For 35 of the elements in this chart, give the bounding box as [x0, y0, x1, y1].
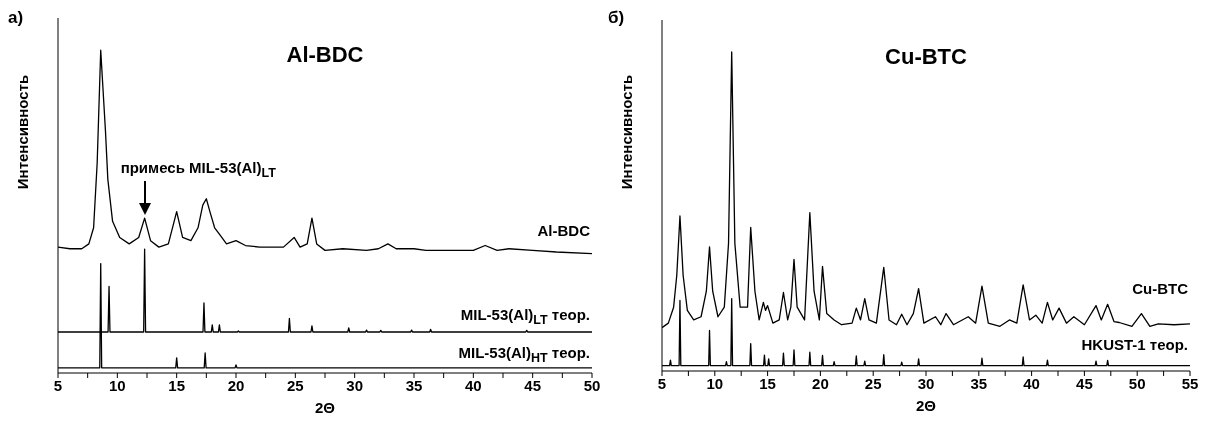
- series-label: Al-BDC: [537, 221, 590, 239]
- x-tick-label: 15: [168, 376, 186, 394]
- x-tick-label: 5: [657, 374, 667, 392]
- x-tick-label: 25: [286, 376, 304, 394]
- x-tick-label: 35: [405, 376, 423, 394]
- chart-title: Al-BDC: [285, 42, 365, 68]
- x-axis-title: 2Θ: [314, 399, 336, 416]
- series-label: Cu-BTC: [1132, 280, 1188, 298]
- x-tick-label: 10: [108, 376, 126, 394]
- x-tick-label: 40: [464, 376, 482, 394]
- x-tick-label: 50: [583, 376, 601, 394]
- chart-title: Cu-BTC: [884, 44, 968, 70]
- x-tick-label: 15: [759, 374, 776, 392]
- series-label: MIL-53(Al)$_{HT}$ теор.: [458, 343, 590, 365]
- x-tick-label: 5: [53, 376, 63, 394]
- series-label: MIL-53(Al)$_{LT}$ теор.: [460, 306, 590, 328]
- y-axis-title: Интенсивность: [13, 74, 31, 189]
- series-label: HKUST-1 теор.: [1081, 336, 1188, 354]
- x-tick-label: 40: [1023, 374, 1040, 392]
- x-tick-label: 35: [970, 374, 988, 392]
- annotation: примесь MIL-53(Al)$_{LT}$: [120, 159, 276, 181]
- x-tick-label: 30: [346, 376, 364, 394]
- text: а): [8, 8, 24, 28]
- x-tick-label: 55: [1181, 374, 1199, 392]
- x-tick-label: 25: [864, 374, 882, 392]
- x-axis-title: 2Θ: [915, 397, 937, 414]
- x-tick-label: 20: [227, 376, 245, 394]
- x-tick-label: 20: [812, 374, 829, 392]
- x-tick-label: 45: [1076, 374, 1093, 392]
- x-tick-label: 45: [524, 376, 542, 394]
- x-tick-label: 30: [917, 374, 935, 392]
- y-axis-title: Интенсивность: [617, 75, 635, 190]
- x-tick-label: 10: [706, 374, 724, 392]
- text: б): [608, 8, 625, 28]
- x-tick-label: 50: [1128, 374, 1146, 392]
